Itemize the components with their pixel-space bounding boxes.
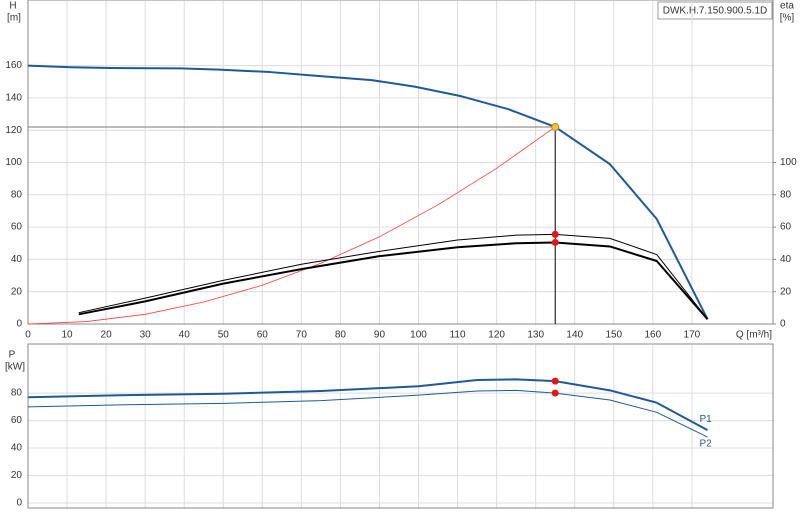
- x-tick-label: 50: [218, 330, 230, 341]
- x-tick-label: 20: [101, 330, 113, 341]
- y-tick-label: 100: [5, 157, 22, 168]
- x-tick-label: 40: [179, 330, 191, 341]
- plot-frame: [27, 0, 774, 325]
- chart-title: DWK.H.7.150.900.5.1D: [663, 6, 768, 17]
- y-tick-label: 40: [11, 443, 23, 454]
- x-tick-label: 110: [450, 330, 466, 341]
- y-tick-label: 140: [5, 93, 22, 104]
- y-tick-label: 0: [16, 498, 22, 509]
- y-tick-label: 80: [11, 189, 23, 200]
- curve: [27, 389, 708, 438]
- x-tick-label: 170: [684, 330, 701, 341]
- y2-tick-label: 100: [780, 157, 797, 168]
- y2-axis-label: eta: [780, 1, 794, 12]
- y2-tick-label: 80: [780, 189, 792, 200]
- y-axis-label: P: [9, 350, 16, 361]
- x-tick-label: 100: [410, 330, 427, 341]
- operating-point: [551, 238, 559, 246]
- y-tick-label: 20: [11, 286, 23, 297]
- curve: [27, 64, 709, 320]
- operating-point: [551, 122, 560, 131]
- operating-point: [551, 389, 559, 397]
- x-tick-label: 120: [488, 330, 505, 341]
- y-tick-label: 60: [11, 222, 23, 233]
- series-label: P2: [700, 439, 713, 450]
- title-box: [657, 1, 773, 20]
- y-tick-label: 60: [11, 415, 23, 426]
- operating-point: [551, 377, 559, 385]
- y-tick-label: 20: [11, 470, 23, 481]
- y-axis-unit: [kW]: [5, 362, 25, 373]
- y-tick-label: 160: [5, 60, 22, 71]
- x-axis-label: Q [m³/h]: [736, 330, 772, 341]
- y2-axis-unit: [%]: [780, 13, 795, 24]
- x-tick-label: 150: [605, 330, 622, 341]
- x-tick-label: 130: [527, 330, 544, 341]
- x-tick-label: 0: [25, 330, 31, 341]
- x-tick-label: 30: [140, 330, 152, 341]
- curve: [78, 241, 709, 320]
- x-tick-label: 10: [61, 330, 73, 341]
- plot-frame: [27, 343, 774, 509]
- operating-point: [551, 230, 559, 238]
- series-label: P1: [700, 414, 713, 425]
- y-tick-label: 0: [16, 319, 22, 330]
- y-tick-label: 40: [11, 254, 23, 265]
- y-tick-label: 120: [5, 125, 22, 136]
- y2-tick-label: 60: [780, 222, 792, 233]
- y2-tick-label: 20: [780, 286, 792, 297]
- curve: [78, 233, 708, 320]
- y2-tick-label: 40: [780, 254, 792, 265]
- y2-tick-label: 0: [780, 319, 786, 330]
- y-tick-label: 80: [11, 388, 23, 399]
- curve: [27, 378, 708, 432]
- x-tick-label: 90: [374, 330, 386, 341]
- x-tick-label: 80: [335, 330, 347, 341]
- x-tick-label: 60: [257, 330, 269, 341]
- curve: [27, 126, 556, 325]
- x-tick-label: 140: [566, 330, 583, 341]
- y-axis-unit: [m]: [7, 13, 21, 24]
- x-tick-label: 70: [296, 330, 308, 341]
- y-axis-label: H: [9, 1, 16, 12]
- x-tick-label: 160: [644, 330, 661, 341]
